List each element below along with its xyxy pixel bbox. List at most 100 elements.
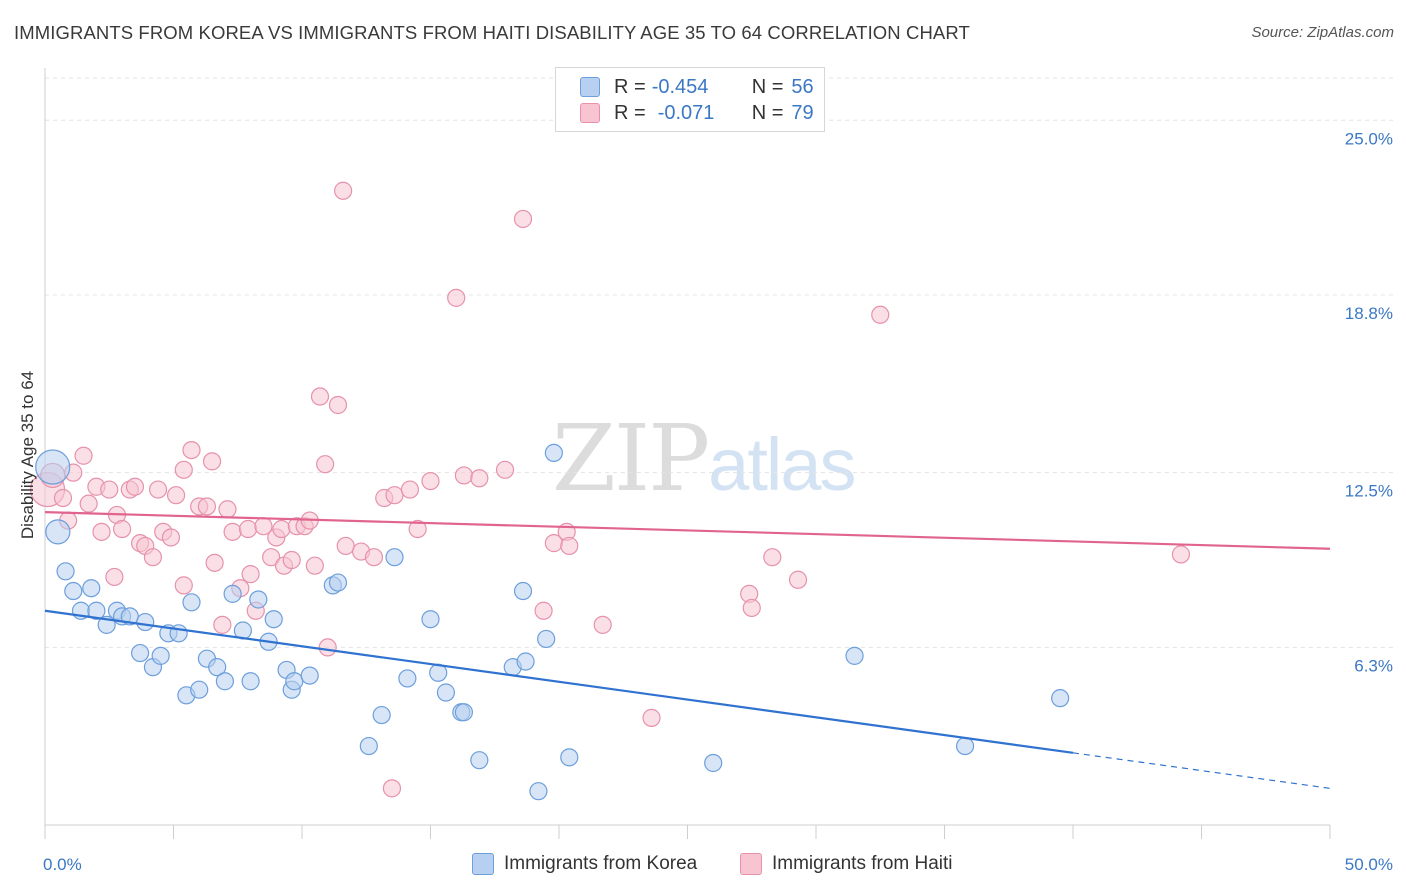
korea-point <box>436 683 456 702</box>
korea-point <box>385 548 404 567</box>
korea-point <box>82 579 101 598</box>
haiti-point <box>197 497 217 516</box>
haiti-point <box>92 522 111 541</box>
haiti-point <box>74 446 93 465</box>
korea-point <box>516 652 535 671</box>
haiti-point <box>166 486 186 505</box>
haiti-point <box>513 209 533 229</box>
source-credit: Source: ZipAtlas.com <box>1251 24 1394 41</box>
haiti-point <box>202 452 222 471</box>
korea-point <box>359 736 378 756</box>
korea-point <box>249 590 268 609</box>
korea-point <box>215 672 234 691</box>
korea-point <box>208 658 227 677</box>
korea-trend-line <box>44 609 1074 754</box>
korea-r-label: R = <box>614 75 646 98</box>
haiti-point <box>408 519 427 539</box>
korea-point <box>544 443 563 463</box>
haiti-point <box>223 522 242 541</box>
haiti-point <box>143 548 163 567</box>
korea-point <box>45 519 71 545</box>
haiti-point <box>241 565 260 584</box>
y-tick-label: 6.3% <box>1354 656 1393 675</box>
haiti-point <box>763 548 782 567</box>
haiti-point <box>742 598 761 618</box>
x-tick-label: 50.0% <box>1345 855 1393 874</box>
haiti-point <box>310 387 330 406</box>
haiti-r-label: R = <box>614 101 646 124</box>
korea-point <box>56 562 75 581</box>
watermark-zip: ZIP <box>552 405 710 512</box>
haiti-point <box>495 460 515 479</box>
haiti-n-value: 79 <box>791 101 814 124</box>
haiti-point <box>112 519 132 539</box>
haiti-point <box>1171 545 1191 564</box>
haiti-trend-line <box>44 511 1331 550</box>
korea-point <box>223 584 242 603</box>
haiti-point <box>205 553 224 572</box>
korea-point <box>470 751 489 770</box>
korea-point <box>845 646 864 665</box>
bottom-haiti-label: Immigrants from Haiti <box>772 853 953 874</box>
gridlines <box>45 77 1395 648</box>
haiti-point <box>385 486 404 505</box>
korea-point <box>35 449 71 485</box>
y-tick-label: 12.5% <box>1345 482 1393 501</box>
korea-point <box>300 666 319 685</box>
bottom-korea-label: Immigrants from Korea <box>504 853 698 874</box>
korea-point <box>182 593 201 612</box>
haiti-point <box>105 567 124 587</box>
haiti-swatch <box>580 103 600 123</box>
korea-point <box>398 669 417 688</box>
haiti-point <box>148 480 168 499</box>
haiti-point <box>382 779 402 798</box>
haiti-point <box>238 519 258 539</box>
korea-point <box>136 612 155 632</box>
axes <box>44 68 1331 839</box>
haiti-point <box>213 615 232 634</box>
haiti-point <box>174 460 193 479</box>
korea-point <box>704 753 723 773</box>
korea-point <box>421 610 440 629</box>
haiti-point <box>470 469 489 488</box>
x-tick-label: 0.0% <box>43 855 82 874</box>
korea-trend-extension <box>1072 752 1331 789</box>
legend-row-haiti: R = -0.071 N = 79 <box>580 101 814 125</box>
korea-point <box>151 646 170 665</box>
haiti-point <box>182 440 201 460</box>
haiti-point <box>125 477 145 496</box>
korea-point <box>285 672 304 691</box>
korea-n-value: 56 <box>791 75 814 98</box>
korea-r-value: -0.454 <box>651 75 709 98</box>
haiti-point <box>334 181 353 200</box>
korea-point <box>454 703 474 722</box>
haiti-point <box>534 601 553 620</box>
haiti-point <box>328 395 348 415</box>
watermark: ZIPatlas <box>552 405 856 512</box>
haiti-point <box>218 500 237 519</box>
legend-row-korea: R = -0.454 N = 56 <box>580 75 814 99</box>
haiti-point <box>316 455 335 474</box>
korea-point <box>529 782 548 801</box>
haiti-point <box>79 494 98 513</box>
korea-point <box>372 705 391 725</box>
bottom-haiti-swatch <box>740 853 762 875</box>
haiti-r-value: -0.071 <box>657 101 715 124</box>
haiti-point <box>282 550 301 570</box>
haiti-point <box>454 466 474 485</box>
haiti-point <box>305 556 324 575</box>
korea-point <box>1051 689 1070 708</box>
bottom-legend-korea: Immigrants from Korea <box>472 851 697 877</box>
haiti-point <box>447 288 466 307</box>
bottom-korea-swatch <box>472 853 494 875</box>
haiti-point <box>593 615 612 634</box>
trend-lines <box>44 511 1331 789</box>
korea-point <box>264 610 283 629</box>
haiti-point <box>53 488 73 508</box>
haiti-point <box>642 708 661 727</box>
chart-title: IMMIGRANTS FROM KOREA VS IMMIGRANTS FROM… <box>14 22 970 43</box>
haiti-point <box>174 576 193 595</box>
haiti-point <box>364 548 384 567</box>
korea-point <box>537 629 556 649</box>
korea-point <box>955 736 975 756</box>
